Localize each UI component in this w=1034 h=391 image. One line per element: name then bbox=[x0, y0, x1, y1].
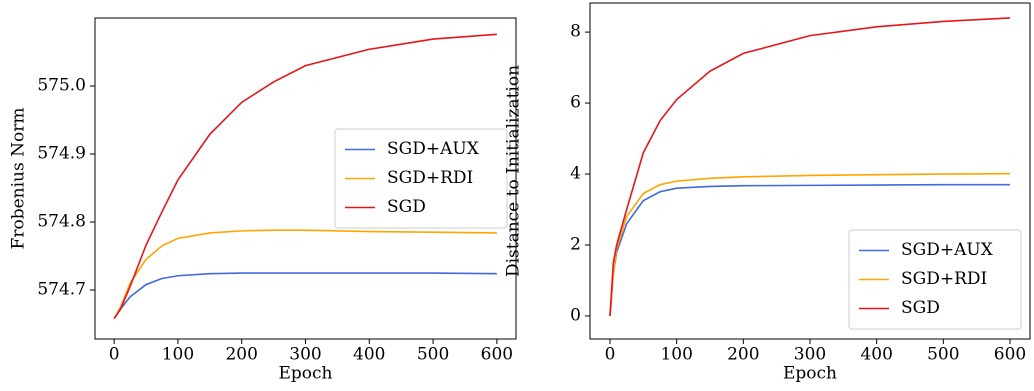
y-axis-label: Frobenius Norm bbox=[9, 108, 29, 250]
y-tick-label: 8 bbox=[570, 22, 581, 42]
y-tick-label: 2 bbox=[570, 234, 581, 254]
legend-label: SGD+RDI bbox=[387, 168, 473, 188]
x-tick-label: 200 bbox=[727, 345, 759, 365]
line-series bbox=[113, 229, 497, 319]
y-tick-label: 574.9 bbox=[37, 144, 86, 164]
legend-label: SGD bbox=[387, 197, 426, 217]
line-series bbox=[609, 17, 1011, 316]
legend-label: SGD+AUX bbox=[387, 139, 480, 159]
x-tick-label: 400 bbox=[860, 345, 892, 365]
x-tick-label: 0 bbox=[109, 345, 120, 365]
y-axis-label: Distance to Initialization bbox=[504, 65, 524, 277]
x-tick-label: 0 bbox=[605, 345, 616, 365]
legend-frame bbox=[848, 229, 1022, 330]
x-tick-label: 100 bbox=[162, 345, 194, 365]
x-tick-label: 500 bbox=[417, 345, 449, 365]
chart: 0 100 200 300 400 500 600 0 2 4 6 8 Epoch Distance to… bbox=[504, 2, 1031, 384]
legend-label: SGD bbox=[901, 298, 940, 318]
x-tick-label: 600 bbox=[994, 345, 1026, 365]
x-axis-label: Epoch bbox=[279, 364, 333, 384]
x-tick-label: 100 bbox=[660, 345, 692, 365]
x-tick-label: 500 bbox=[927, 345, 959, 365]
y-tick-label: 6 bbox=[570, 93, 581, 113]
y-tick-label: 575.0 bbox=[37, 76, 86, 96]
legend-label: SGD+RDI bbox=[901, 269, 987, 289]
y-tick-label: 4 bbox=[570, 164, 581, 184]
legend-frame bbox=[334, 128, 508, 229]
x-tick-label: 400 bbox=[353, 345, 385, 365]
line-series bbox=[113, 272, 497, 320]
x-axis-label: Epoch bbox=[783, 364, 837, 384]
legend-label: SGD+AUX bbox=[901, 240, 994, 260]
y-tick-label: 574.7 bbox=[37, 280, 86, 300]
y-tick-label: 574.8 bbox=[37, 212, 86, 232]
legend: SGD+AUX SGD+RDI SGD bbox=[848, 229, 1022, 330]
chart: 0 100 200 300 400 500 600 574.7 574.8 574.9 575.0 E… bbox=[9, 17, 517, 384]
x-tick-label: 600 bbox=[481, 345, 513, 365]
line-series bbox=[113, 33, 497, 320]
x-tick-label: 300 bbox=[794, 345, 826, 365]
x-tick-label: 300 bbox=[289, 345, 321, 365]
legend: SGD+AUX SGD+RDI SGD bbox=[334, 128, 508, 229]
y-tick-label: 0 bbox=[570, 305, 581, 325]
x-tick-label: 200 bbox=[225, 345, 257, 365]
